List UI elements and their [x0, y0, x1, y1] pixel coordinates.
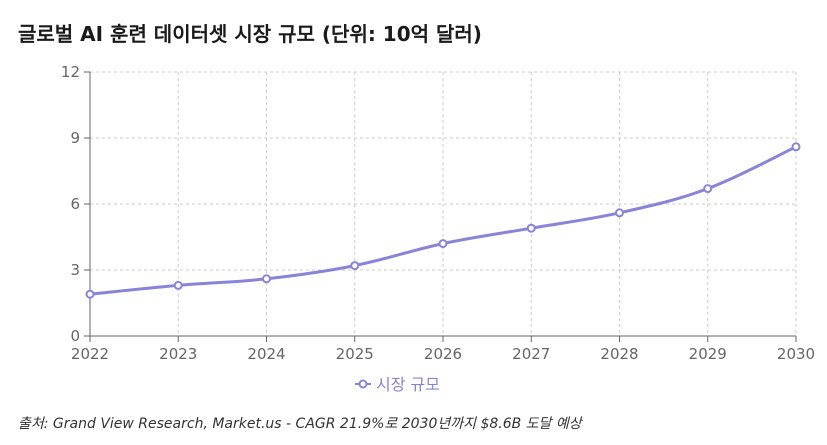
data-point	[791, 142, 801, 152]
x-tick-label: 2027	[512, 345, 550, 363]
grid-lines	[89, 71, 797, 337]
x-tick-label: 2025	[336, 345, 374, 363]
x-axis-ticks: 2022 2023 2024 2025 2026 2027 2028 2029 2030	[71, 336, 815, 363]
y-tick-label: 6	[70, 195, 80, 213]
x-tick-label: 2026	[424, 345, 462, 363]
y-tick-label: 0	[70, 327, 80, 345]
chart-title: 글로벌 AI 훈련 데이터셋 시장 규모 (단위: 10억 달러)	[18, 22, 482, 46]
x-tick-label: 2022	[71, 345, 109, 363]
data-point	[703, 184, 713, 194]
data-point	[438, 239, 448, 249]
source-note: 출처: Grand View Research, Market.us - CAG…	[18, 416, 582, 432]
data-point	[262, 274, 271, 284]
legend-marker-icon	[358, 379, 368, 389]
x-tick-label: 2023	[159, 345, 197, 363]
legend[interactable]: 시장 규모	[355, 375, 440, 394]
data-point	[615, 208, 624, 218]
x-tick-label: 2024	[247, 345, 285, 363]
y-tick-label: 12	[61, 63, 80, 81]
data-points	[85, 142, 801, 299]
x-tick-label: 2029	[689, 345, 727, 363]
y-tick-label: 9	[70, 129, 80, 147]
data-point	[350, 261, 360, 271]
legend-label: 시장 규모	[376, 375, 440, 394]
data-point	[173, 280, 183, 290]
y-tick-label: 3	[70, 261, 80, 279]
data-point	[85, 289, 95, 299]
y-axis-ticks: 0 3 6 9 12	[61, 63, 90, 345]
x-tick-label: 2028	[600, 345, 638, 363]
x-tick-label: 2030	[777, 345, 815, 363]
data-point	[526, 223, 536, 233]
